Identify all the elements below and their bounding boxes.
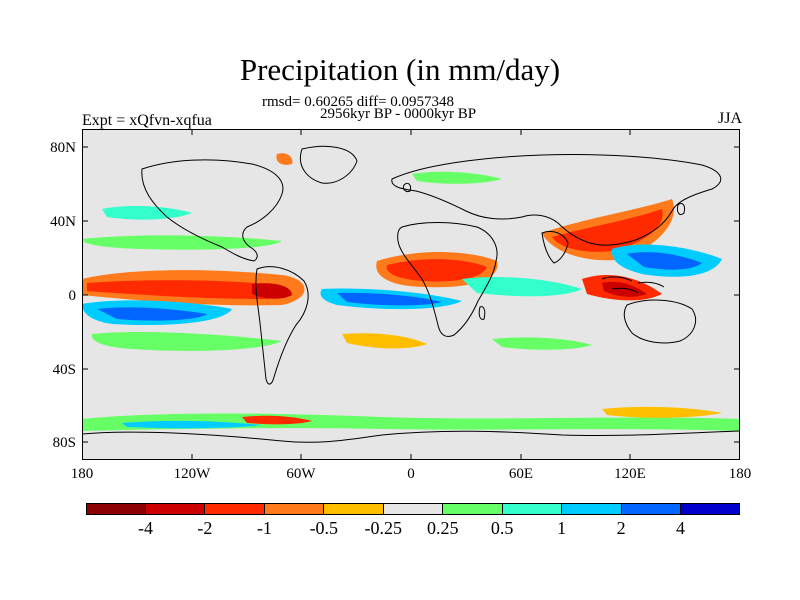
lat-label-40s: 40S: [52, 362, 76, 378]
lon-label-180e: 180: [728, 466, 752, 482]
lat-label-40n: 40N: [50, 214, 76, 230]
colorbar-swatch: [383, 503, 444, 515]
colorbar-label: -1: [256, 518, 272, 538]
lon-label-120w: 120W: [173, 466, 211, 482]
colorbar-label: 1: [557, 518, 567, 538]
lon-label-120e: 120E: [614, 466, 646, 482]
colorbar-label: 2: [616, 518, 626, 538]
colorbar-label: -0.5: [309, 518, 339, 538]
lat-label-80n: 80N: [50, 140, 76, 156]
colorbar-swatch: [443, 503, 503, 515]
colorbar-swatch: [145, 503, 206, 515]
colorbar-swatch: [681, 503, 741, 515]
coastlines: [82, 145, 740, 443]
colorbar-label: -0.25: [364, 518, 403, 538]
anomaly-fields: [82, 153, 740, 431]
period-line: 2956kyr BP - 0000kyr BP: [320, 106, 477, 122]
colorbar-label: 0.5: [490, 518, 514, 538]
lon-label-60e: 60E: [508, 466, 534, 482]
colorbar-label: 4: [676, 518, 686, 538]
lon-label-60w: 60W: [286, 466, 316, 482]
colorbar-swatch: [621, 503, 682, 515]
colorbar-swatch: [502, 503, 563, 515]
colorbar-swatch: [562, 503, 622, 515]
season-label: JJA: [717, 110, 742, 127]
colorbar-label: -4: [137, 518, 153, 538]
lon-label-0: 0: [407, 466, 415, 482]
colorbar-label: 0.25: [426, 518, 459, 538]
lat-label-0: 0: [68, 288, 77, 304]
colorbar: [86, 503, 741, 515]
colorbar-swatch: [264, 503, 325, 515]
stats-line: rmsd= 0.60265 diff= 0.0957348: [262, 94, 455, 110]
precipitation-map: [82, 129, 740, 460]
lat-label-80s: 80S: [52, 435, 76, 451]
colorbar-swatch: [324, 503, 384, 515]
map-ticks: [82, 129, 740, 460]
colorbar-swatch: [86, 503, 146, 515]
colorbar-swatch: [205, 503, 265, 515]
colorbar-label: -2: [197, 518, 213, 538]
lon-label-180w: 180: [70, 466, 94, 482]
plot-title: Precipitation (in mm/day): [239, 52, 561, 87]
experiment-label: Expt = xQfvn-xqfua: [82, 112, 212, 129]
